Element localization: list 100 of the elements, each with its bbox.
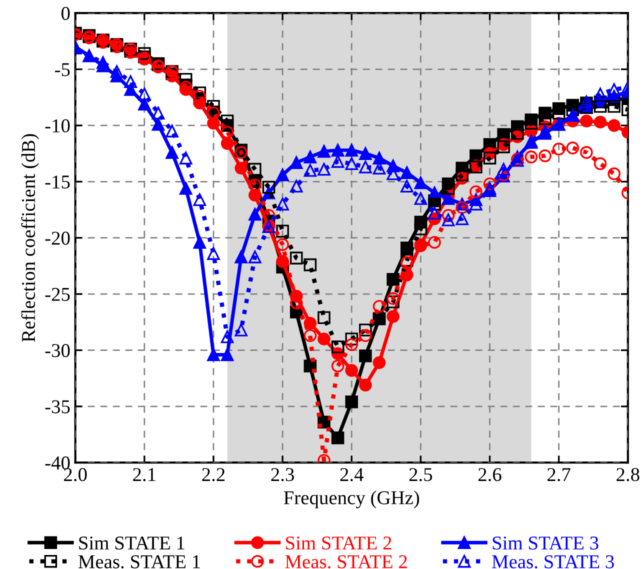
x-tick-label: 2.0: [64, 468, 87, 482]
point: [400, 256, 414, 269]
point: [248, 178, 262, 192]
point: [207, 247, 220, 260]
point: [442, 213, 455, 226]
point: [110, 65, 124, 78]
point: [400, 180, 414, 193]
point: [179, 152, 192, 164]
point: [138, 47, 151, 60]
point: [594, 157, 607, 170]
legend-label: Sim STATE 2: [286, 536, 392, 550]
point: [248, 250, 262, 264]
point: [524, 116, 538, 130]
point: [276, 198, 289, 211]
point: [608, 119, 620, 132]
point: [234, 162, 248, 175]
x-tick-label: 2.8: [616, 468, 640, 482]
point: [220, 137, 234, 150]
point: [524, 150, 538, 164]
point: [179, 182, 192, 195]
point: [359, 147, 372, 160]
point: [207, 348, 220, 362]
point: [608, 100, 620, 113]
point: [193, 236, 206, 249]
point: [304, 150, 317, 164]
point: [428, 206, 441, 220]
point: [345, 364, 358, 377]
point: [538, 149, 552, 162]
point: [566, 103, 580, 116]
point: [359, 329, 372, 342]
legend-label: Meas. STATE 1: [78, 555, 200, 568]
y-tick-label: -15: [45, 176, 70, 189]
point: [304, 316, 317, 330]
point: [331, 340, 344, 354]
point: [497, 162, 510, 176]
point: [359, 324, 372, 336]
point: [318, 311, 330, 324]
point: [124, 75, 137, 88]
point: [138, 98, 151, 111]
point: [497, 128, 510, 141]
point: [276, 255, 289, 268]
point: [608, 167, 620, 180]
point: [331, 431, 344, 444]
point: [179, 73, 192, 86]
point: [220, 126, 234, 139]
point: [234, 250, 248, 264]
point: [318, 162, 330, 176]
point: [470, 185, 482, 198]
point: [442, 208, 455, 222]
point: [483, 182, 496, 195]
point: [552, 106, 566, 120]
point: [166, 124, 178, 138]
point: [318, 332, 330, 346]
point: [400, 242, 414, 254]
point: [331, 155, 344, 168]
legend-label: Meas. STATE 3: [492, 555, 614, 568]
point: [414, 192, 428, 205]
point: [331, 360, 344, 372]
point: [456, 212, 469, 226]
point: [345, 338, 358, 351]
x-tick-label: 2.2: [202, 468, 225, 482]
point: [594, 88, 607, 100]
point: [345, 332, 358, 346]
x-tick-label: 2.1: [133, 468, 156, 482]
point: [538, 124, 552, 138]
point: [414, 176, 428, 190]
point: [220, 348, 234, 362]
point: [290, 156, 303, 169]
point: [248, 208, 262, 221]
legend-label: Meas. STATE 2: [285, 555, 407, 568]
point: [262, 180, 276, 194]
point: [304, 258, 317, 272]
point: [386, 273, 400, 286]
y-tick-label: -35: [45, 400, 70, 414]
point: [428, 236, 441, 249]
x-tick-label: 2.5: [409, 468, 432, 482]
point: [345, 157, 358, 170]
point: [359, 160, 372, 174]
y-tick-label: -20: [45, 232, 70, 245]
point: [193, 193, 206, 206]
point: [96, 56, 110, 69]
point: [331, 144, 344, 157]
point: [124, 83, 137, 96]
y-tick-label: -10: [45, 119, 70, 132]
point: [220, 114, 234, 128]
point: [386, 310, 400, 323]
y-tick-label: -5: [55, 63, 70, 76]
y-tick-label: -30: [45, 344, 70, 358]
point: [372, 152, 386, 164]
legend-label: Sim STATE 3: [492, 536, 598, 550]
point: [276, 238, 289, 251]
point: [318, 144, 330, 158]
point: [470, 198, 482, 211]
point: [608, 83, 620, 96]
point: [290, 180, 303, 193]
point: [386, 296, 400, 308]
point: [138, 88, 151, 100]
point: [276, 168, 289, 182]
point: [248, 162, 262, 176]
y-tick-label: -40: [45, 456, 70, 470]
